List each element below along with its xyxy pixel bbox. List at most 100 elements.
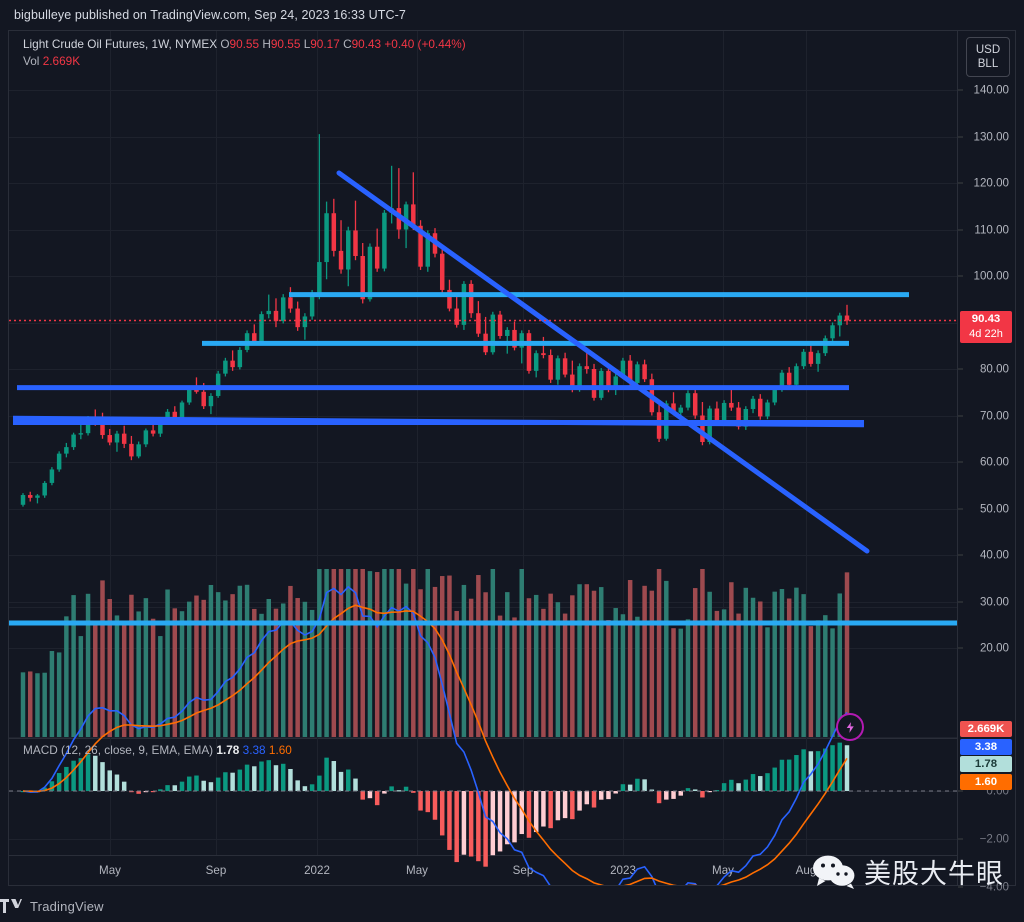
price-axis-label: 60.00 xyxy=(979,455,1009,469)
price-gridline xyxy=(9,648,957,649)
legend-low-label: L xyxy=(303,37,311,51)
price-gridline xyxy=(9,276,957,277)
currency-line-2: BLL xyxy=(977,58,999,70)
price-axis-label: −4.00 xyxy=(979,880,1009,894)
time-gridline xyxy=(110,31,111,855)
price-axis-tick xyxy=(958,554,963,556)
price-badge-line-2: 4d 22h xyxy=(969,327,1003,340)
pane-separator xyxy=(9,738,957,739)
time-gridline xyxy=(417,31,418,855)
price-gridline xyxy=(9,601,957,603)
price-axis-tick xyxy=(958,790,963,792)
legend-high-label: H xyxy=(262,37,271,51)
price-axis-tick xyxy=(958,136,963,137)
vol-badge[interactable]: 2.669K xyxy=(960,721,1012,737)
macd-histogram xyxy=(20,742,850,867)
price-axis-tick xyxy=(958,229,963,230)
legend-close-value: 90.43 xyxy=(351,37,382,51)
price-gridline xyxy=(9,369,957,370)
price-axis-tick xyxy=(958,415,963,416)
time-gridline xyxy=(216,31,217,855)
price-axis-label: 140.00 xyxy=(973,83,1009,97)
macd-badge-orange[interactable]: 1.60 xyxy=(960,774,1012,790)
price-axis-tick xyxy=(958,368,963,370)
price-gridline xyxy=(9,462,957,463)
legend-low-value: 90.17 xyxy=(310,37,340,51)
main-chart-legend: Light Crude Oil Futures, 1W, NYMEX O90.5… xyxy=(23,37,466,69)
published-bar: bigbulleye published on TradingView.com,… xyxy=(0,0,1024,30)
macd-line-value: 3.38 xyxy=(242,743,266,757)
legend-close-label: C xyxy=(343,37,352,51)
pane-gridline xyxy=(9,791,957,792)
macd-signal-value: 1.60 xyxy=(268,743,292,757)
price-gridline xyxy=(9,136,957,138)
legend-change: +0.40 (+0.44%) xyxy=(384,37,466,51)
price-gridline xyxy=(9,508,957,510)
price-gridline xyxy=(9,322,957,324)
price-axis-label: 50.00 xyxy=(979,502,1009,515)
price-axis-tick xyxy=(958,647,963,649)
time-axis-label: May xyxy=(712,864,734,877)
price-badge-line-1: 90.43 xyxy=(971,312,1001,325)
price-axis-tick xyxy=(958,508,963,509)
time-gridline xyxy=(317,31,318,855)
price-axis-tick xyxy=(958,886,963,888)
volume-series xyxy=(20,569,850,737)
price-badge[interactable]: 90.43 4d 22h xyxy=(960,310,1012,343)
time-gridline xyxy=(806,31,807,855)
price-axis-label: 110.00 xyxy=(974,223,1009,236)
legend-volume-value: 2.669K xyxy=(42,54,81,68)
footer: TradingView xyxy=(0,890,1024,922)
lightning-glyph xyxy=(846,721,854,733)
price-gridline xyxy=(9,183,957,184)
time-gridline xyxy=(523,31,524,855)
time-axis-label: May xyxy=(99,864,121,877)
legend-symbol[interactable]: Light Crude Oil Futures, 1W, NYMEX xyxy=(23,37,218,51)
price-axis-label: 130.00 xyxy=(973,130,1009,143)
legend-open-value: 90.55 xyxy=(229,37,260,51)
price-axis-tick xyxy=(958,89,963,91)
legend-volume-label: Vol xyxy=(23,54,40,68)
price-axis-label: 100.00 xyxy=(973,269,1009,283)
lightning-bolt-icon[interactable] xyxy=(836,713,864,741)
currency-line-1: USD xyxy=(975,44,1001,56)
plot-surface[interactable]: Light Crude Oil Futures, 1W, NYMEX O90.5… xyxy=(9,31,957,885)
wechat-watermark: 美股大牛眼 xyxy=(812,852,1004,891)
price-axis-tick xyxy=(958,601,963,602)
watermark-text: 美股大牛眼 xyxy=(864,859,1004,890)
macd-title[interactable]: MACD (12, 26, close, 9, EMA, EMA) xyxy=(23,743,214,757)
time-axis-label: 2023 xyxy=(610,864,636,877)
macd-hist-value: 1.78 xyxy=(216,743,240,757)
support-line-lower-tilted[interactable] xyxy=(12,415,865,428)
time-axis-label: Sep xyxy=(205,864,227,877)
price-gridline xyxy=(9,415,957,417)
published-text: bigbulleye published on TradingView.com,… xyxy=(14,8,406,22)
candlestick-series xyxy=(20,134,850,507)
price-axis[interactable]: USD BLL 140.00 130.00 120.00 110.00 100.00 80… xyxy=(957,31,1015,894)
time-axis-label: May xyxy=(406,864,428,877)
legend-open-label: O xyxy=(220,37,230,51)
time-gridline xyxy=(723,31,724,855)
pane-gridline xyxy=(9,607,957,608)
chart-frame: Light Crude Oil Futures, 1W, NYMEX O90.5… xyxy=(8,30,1016,894)
macd-badge-hist[interactable]: 1.78 xyxy=(960,756,1012,772)
currency-unit-box[interactable]: USD BLL xyxy=(966,37,1010,77)
time-axis-label: Sep xyxy=(512,864,534,877)
tradingview-logo-icon xyxy=(0,899,22,913)
pane-gridline xyxy=(9,839,957,840)
price-axis-label: 80.00 xyxy=(979,362,1009,376)
price-axis-label: 40.00 xyxy=(979,548,1009,562)
price-axis-label: −2.00 xyxy=(979,832,1009,846)
legend-high-value: 90.55 xyxy=(270,37,301,51)
price-gridline xyxy=(9,555,957,556)
price-axis-label: 70.00 xyxy=(979,409,1009,422)
price-axis-tick xyxy=(958,182,963,184)
price-axis-tick xyxy=(958,461,963,463)
macd-legend: MACD (12, 26, close, 9, EMA, EMA) 1.78 3… xyxy=(23,743,292,758)
macd-badge-blue[interactable]: 3.38 xyxy=(960,739,1012,755)
wechat-icon xyxy=(813,855,855,889)
price-axis-tick xyxy=(958,838,963,840)
price-axis-label: 30.00 xyxy=(979,595,1009,608)
price-gridline xyxy=(9,229,957,231)
